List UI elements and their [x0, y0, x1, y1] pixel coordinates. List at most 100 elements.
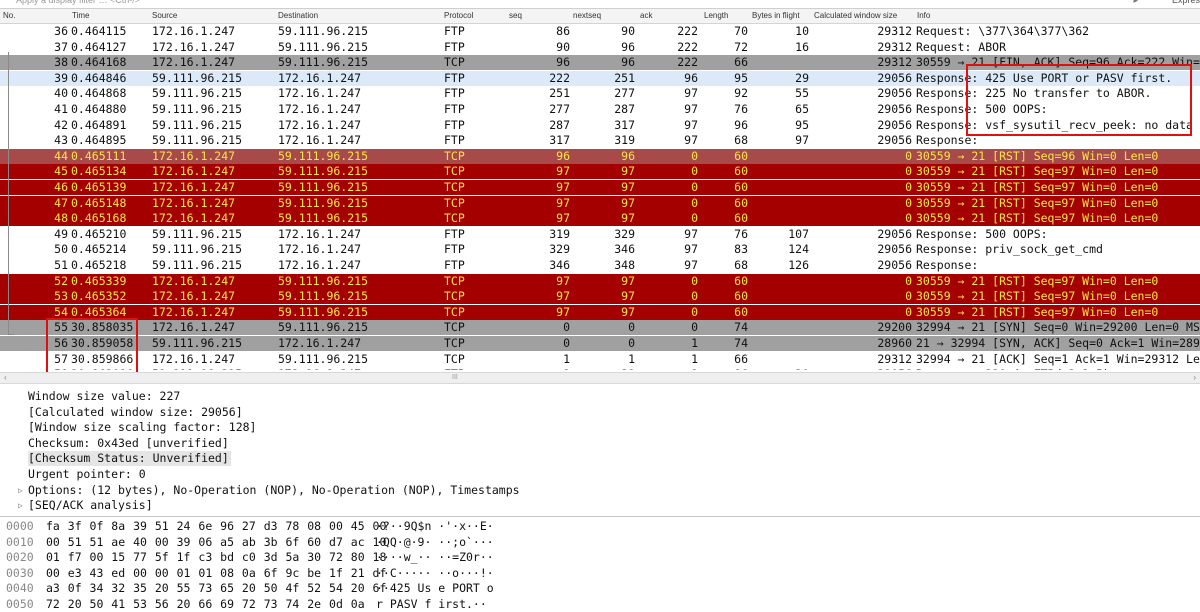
packet-protocol: TCP: [444, 336, 465, 350]
bytes-offset[interactable]: 0010: [6, 534, 34, 549]
packet-time: 0.465210: [71, 226, 127, 241]
expression-button[interactable]: Expres: [1171, 0, 1200, 5]
col-header-info[interactable]: Info: [917, 11, 931, 20]
packet-info: Request: \377\364\377\362: [916, 24, 1090, 38]
packet-window: 29056: [877, 258, 912, 272]
bytes-ascii[interactable]: r PASV f irst.··: [376, 597, 487, 611]
detail-row[interactable]: Urgent pointer: 0: [0, 467, 1200, 482]
scroll-left-arrow-icon[interactable]: ‹: [4, 373, 7, 382]
detail-row[interactable]: Checksum: 0x43ed [unverified]: [0, 436, 1200, 451]
detail-text: [Window size scaling factor: 128]: [28, 420, 257, 435]
packet-row[interactable]: 40 0.464868 59.111.96.215 172.16.1.247 FTP 25…: [0, 86, 1200, 102]
packet-row[interactable]: 42 0.464891 59.111.96.215 172.16.1.247 FTP 28…: [0, 117, 1200, 133]
packet-row[interactable]: 44 0.465111 172.16.1.247 59.111.96.215 TCP 96…: [0, 148, 1200, 164]
packet-row[interactable]: 47 0.465148 172.16.1.247 59.111.96.215 TCP 97…: [0, 195, 1200, 211]
packet-ack: 0: [691, 195, 698, 210]
packet-info: Request: ABOR: [916, 39, 1007, 54]
display-filter-bar[interactable]: Apply a display filter … <Ctrl-/> ▸ Expr…: [0, 0, 1200, 9]
bytes-hex[interactable]: fa 3f 0f 8a 39 51 24 6e 96 27 d3 78 08 0…: [46, 519, 387, 533]
col-header-ack[interactable]: ack: [640, 11, 653, 20]
bytes-offset[interactable]: 0020: [6, 550, 34, 565]
packet-destination: 59.111.96.215: [278, 148, 369, 163]
bytes-offset[interactable]: 0030: [6, 565, 34, 580]
packet-row[interactable]: 36 0.464115 172.16.1.247 59.111.96.215 FTP 86…: [0, 24, 1200, 39]
col-header-seq[interactable]: seq: [509, 11, 522, 20]
packet-row[interactable]: 53 0.465352 172.16.1.247 59.111.96.215 TCP 97…: [0, 289, 1200, 305]
bytes-ascii[interactable]: ··425 Us e PORT o: [376, 581, 494, 596]
packet-list-hscrollbar[interactable]: ‹ III ›: [0, 372, 1200, 384]
packet-destination: 172.16.1.247: [278, 117, 362, 132]
packet-row[interactable]: 57 30.859866 172.16.1.247 59.111.96.215 TCP 1…: [0, 351, 1200, 367]
packet-row[interactable]: 55 30.858035 172.16.1.247 59.111.96.215 TCP 0…: [0, 320, 1200, 336]
packet-window: 0: [905, 273, 912, 288]
col-header-source[interactable]: Source: [152, 11, 178, 20]
packet-source: 172.16.1.247: [152, 304, 236, 319]
packet-destination: 172.16.1.247: [278, 226, 362, 241]
bytes-hex[interactable]: a3 0f 34 32 35 20 55 73 65 20 50 4f 52 5…: [46, 581, 387, 596]
detail-row[interactable]: [Window size scaling factor: 128]: [0, 420, 1200, 435]
packet-window: 0: [905, 180, 912, 194]
bytes-hex[interactable]: 01 f7 00 15 77 5f 1f c3 bd c0 3d 5a 30 7…: [46, 550, 387, 565]
expand-triangle-icon[interactable]: ▷: [18, 485, 23, 495]
col-header-length[interactable]: Length: [704, 11, 729, 20]
detail-row[interactable]: ▷ Options: (12 bytes), No-Operation (NOP)…: [0, 483, 1200, 498]
packet-seq: 0: [563, 320, 570, 335]
bytes-hex[interactable]: 00 e3 43 ed 00 00 01 01 08 0a 6f 9c be 1…: [46, 565, 387, 580]
packet-nextseq: 21: [573, 367, 635, 370]
packet-row[interactable]: 43 0.464895 59.111.96.215 172.16.1.247 FTP 31…: [0, 133, 1200, 149]
bytes-ascii[interactable]: ·QQ·@·9· ··;o`···: [376, 534, 494, 549]
packet-row[interactable]: 48 0.465168 172.16.1.247 59.111.96.215 TCP 97…: [0, 211, 1200, 227]
bytes-ascii[interactable]: ····w_·· ··=Z0r··: [376, 550, 494, 565]
scroll-thumb[interactable]: III: [452, 374, 458, 381]
packet-row[interactable]: 5830.862016 59.111.96.215 172.16.1.247 FTP 1…: [0, 367, 1200, 370]
packet-info: 30559 → 21 [RST] Seq=97 Win=0 Len=0: [916, 164, 1159, 179]
packet-row[interactable]: 54 0.465364 172.16.1.247 59.111.96.215 TCP 97…: [0, 304, 1200, 320]
scroll-right-arrow-icon[interactable]: ›: [1193, 373, 1196, 382]
packet-row[interactable]: 45 0.465134 172.16.1.247 59.111.96.215 TCP 97…: [0, 164, 1200, 180]
col-header-time[interactable]: Time: [72, 11, 90, 20]
packet-no: 55: [54, 320, 68, 335]
packet-row[interactable]: 51 0.465218 59.111.96.215 172.16.1.247 FTP 34…: [0, 258, 1200, 273]
packet-row[interactable]: 37 0.464127 172.16.1.247 59.111.96.215 FTP 90…: [0, 39, 1200, 55]
packet-source: 172.16.1.247: [152, 39, 236, 54]
packet-row[interactable]: 46 0.465139 172.16.1.247 59.111.96.215 TCP 97…: [0, 180, 1200, 195]
col-header-destination[interactable]: Destination: [278, 11, 319, 20]
packet-info: 32994 → 21 [SYN] Seq=0 Win=29200 Len=0 M…: [916, 320, 1200, 335]
col-header-calculated-window[interactable]: Calculated window size: [814, 11, 898, 20]
bytes-hex[interactable]: 00 51 51 ae 40 00 39 06 a5 ab 3b 6f 60 d…: [46, 534, 387, 549]
packet-details-pane: Window size value: 227 [Calculated window…: [0, 386, 1200, 514]
detail-row[interactable]: Window size value: 227: [0, 389, 1200, 404]
packet-destination: 172.16.1.247: [278, 336, 362, 350]
packet-window: 0: [905, 289, 912, 304]
detail-text: Urgent pointer: 0: [28, 467, 146, 481]
col-header-no[interactable]: No.: [3, 11, 16, 20]
filter-placeholder[interactable]: Apply a display filter … <Ctrl-/>: [16, 0, 141, 5]
col-header-nextseq[interactable]: nextseq: [573, 11, 602, 20]
packet-protocol: FTP: [444, 102, 465, 116]
filter-apply-arrow-icon[interactable]: ▸: [1133, 0, 1138, 5]
packet-row[interactable]: 49 0.465210 59.111.96.215 172.16.1.247 FTP 31…: [0, 226, 1200, 242]
packet-row[interactable]: 50 0.465214 59.111.96.215 172.16.1.247 FTP 32…: [0, 242, 1200, 258]
bytes-offset[interactable]: 0000: [6, 519, 34, 533]
packet-nextseq: 277: [614, 86, 635, 101]
col-header-protocol[interactable]: Protocol: [444, 11, 474, 20]
bytes-hex[interactable]: 72 20 50 41 53 56 20 66 69 72 73 74 2e 0…: [46, 597, 365, 611]
expand-triangle-icon[interactable]: ▷: [18, 501, 23, 511]
detail-row[interactable]: [Checksum Status: Unverified]: [0, 451, 1200, 467]
bytes-ascii[interactable]: ··C····· ··o···!·: [376, 565, 494, 580]
col-header-bytes-in-flight[interactable]: Bytes in flight: [752, 11, 800, 20]
bytes-offset[interactable]: 0040: [6, 581, 34, 596]
packet-row[interactable]: 56 30.859058 59.111.96.215 172.16.1.247 TCP 0…: [0, 336, 1200, 351]
packet-time: 0.465148: [71, 195, 127, 210]
packet-time: 0.464127: [71, 39, 127, 54]
packet-row[interactable]: 52 0.465339 172.16.1.247 59.111.96.215 TCP 97…: [0, 273, 1200, 289]
detail-row[interactable]: ▷ [SEQ/ACK analysis]: [0, 498, 1200, 513]
packet-row[interactable]: 39 0.464846 59.111.96.215 172.16.1.247 FTP 22…: [0, 70, 1200, 86]
bytes-offset[interactable]: 0050: [6, 597, 34, 611]
packet-window: 0: [905, 195, 912, 210]
detail-row[interactable]: [Calculated window size: 29056]: [0, 405, 1200, 420]
packet-row[interactable]: 41 0.464880 59.111.96.215 172.16.1.247 FTP 27…: [0, 102, 1200, 117]
packet-source: 59.111.96.215: [152, 133, 243, 148]
bytes-ascii[interactable]: ·?··9Q$n ·'·x··E·: [376, 519, 494, 533]
packet-length: 70: [734, 24, 748, 38]
